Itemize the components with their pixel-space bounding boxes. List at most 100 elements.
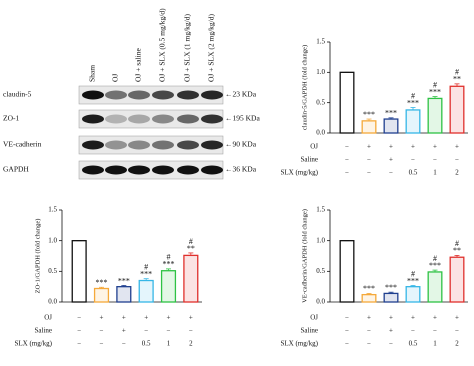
treatment-cell: +: [100, 314, 104, 322]
y-tick-label: 0.5: [316, 267, 325, 275]
blot-band: [177, 140, 199, 150]
bar: [405, 109, 421, 134]
y-tick-label: 0.5: [316, 98, 325, 106]
treatment-cell: −: [411, 327, 415, 335]
bar: [383, 292, 399, 303]
significance-mark: #: [144, 263, 148, 272]
treatment-label: Saline: [35, 327, 53, 335]
blot-column-label: OJ + saline: [134, 48, 143, 82]
bar: [361, 120, 377, 134]
treatment-cell: +: [122, 327, 126, 335]
treatment-label: SLX (mg/kg): [280, 169, 318, 177]
significance-mark: ***: [363, 284, 375, 293]
blot-band: [128, 90, 150, 100]
significance-mark: #: [167, 253, 171, 262]
treatment-cell: −: [189, 327, 193, 335]
y-tick-label: 1.0: [48, 236, 57, 244]
treatment-cell: −: [367, 169, 371, 177]
treatment-cell: −: [433, 156, 437, 164]
bar: [383, 118, 399, 134]
treatment-cell: −: [389, 340, 393, 348]
blot-band: [82, 114, 104, 124]
treatment-cell: −: [345, 314, 349, 322]
blot-band: [128, 114, 150, 124]
treatment-cell: −: [345, 143, 349, 151]
treatment-cell: +: [411, 314, 415, 322]
treatment-cell: 2: [455, 169, 459, 177]
significance-mark: ***: [363, 110, 375, 119]
significance-mark: ***: [407, 276, 419, 285]
blot-band: [128, 140, 150, 150]
treatment-cell: −: [367, 156, 371, 164]
treatment-cell: −: [100, 340, 104, 348]
blot-band: [152, 114, 174, 124]
treatment-cell: +: [367, 143, 371, 151]
y-axis-title: claudin-5/GAPDH (fold change): [301, 45, 308, 130]
treatment-cell: −: [345, 169, 349, 177]
blot-band: [177, 165, 199, 175]
blot-band: [152, 140, 174, 150]
blot-band: [177, 114, 199, 124]
treatment-label: SLX (mg/kg): [280, 340, 318, 348]
significance-mark: #: [189, 237, 193, 246]
treatment-cell: −: [100, 327, 104, 335]
significance-mark: #: [433, 254, 437, 263]
blot-size-label: ←90 KDa: [225, 140, 257, 149]
significance-mark: ***: [163, 260, 175, 269]
treatment-cell: +: [389, 314, 393, 322]
treatment-label: SLX (mg/kg): [14, 340, 52, 348]
significance-mark: ***: [407, 98, 419, 107]
treatment-cell: +: [167, 314, 171, 322]
y-tick-label: 0.0: [48, 298, 57, 306]
y-tick-label: 0.0: [316, 129, 325, 137]
bar: [427, 271, 443, 303]
treatment-label: Saline: [301, 156, 319, 164]
blot-band: [82, 140, 104, 150]
treatment-cell: 0.5: [409, 169, 418, 177]
y-tick-label: 1.5: [48, 206, 57, 214]
blot-band: [82, 90, 104, 100]
treatment-cell: 0.5: [142, 340, 151, 348]
treatment-cell: −: [167, 327, 171, 335]
treatment-cell: −: [77, 340, 81, 348]
treatment-cell: +: [411, 143, 415, 151]
treatment-cell: −: [455, 327, 459, 335]
treatment-cell: +: [433, 143, 437, 151]
treatment-cell: 2: [189, 340, 193, 348]
treatment-cell: −: [455, 156, 459, 164]
blot-band: [201, 165, 223, 175]
y-tick-label: 1.0: [316, 68, 325, 76]
y-axis-title: ZO-1/GAPDH (fold change): [34, 219, 41, 294]
blot-band: [152, 90, 174, 100]
y-tick-label: 1.5: [316, 38, 325, 46]
treatment-cell: +: [189, 314, 193, 322]
bar: [449, 85, 465, 134]
blot-column-label: OJ + SLX (0.5 mg/kg/d): [158, 8, 167, 82]
treatment-cell: +: [389, 327, 393, 335]
significance-mark: **: [187, 244, 195, 253]
treatment-cell: −: [345, 327, 349, 335]
blot-band: [105, 140, 127, 150]
treatment-label: OJ: [310, 143, 318, 151]
blot-band: [201, 114, 223, 124]
significance-mark: **: [453, 246, 461, 255]
bar: [405, 286, 421, 303]
significance-mark: **: [453, 75, 461, 84]
y-tick-label: 0.5: [48, 267, 57, 275]
treatment-label: Saline: [301, 327, 319, 335]
blot-column-label: OJ: [111, 74, 120, 82]
treatment-cell: −: [144, 327, 148, 335]
blot-band: [152, 165, 174, 175]
treatment-cell: 1: [433, 340, 437, 348]
treatment-cell: −: [389, 169, 393, 177]
treatment-cell: +: [389, 156, 393, 164]
bar: [361, 293, 377, 303]
treatment-cell: −: [367, 340, 371, 348]
treatment-cell: −: [345, 156, 349, 164]
treatment-cell: 0.5: [409, 340, 418, 348]
blot-size-label: ←36 KDa: [225, 165, 257, 174]
treatment-cell: −: [77, 327, 81, 335]
significance-mark: ***: [140, 270, 152, 279]
blot-column-label: OJ + SLX (1 mg/kg/d): [183, 14, 192, 82]
